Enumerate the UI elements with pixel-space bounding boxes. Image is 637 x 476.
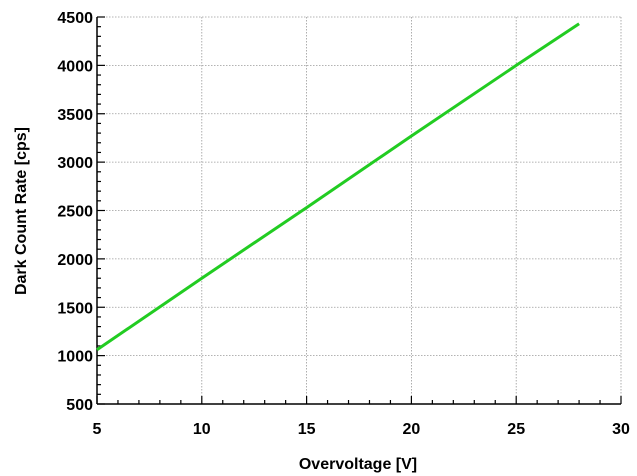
y-tick-label: 3000 <box>57 155 93 172</box>
x-tick-label: 10 <box>193 421 211 438</box>
y-tick-label: 2500 <box>57 204 93 221</box>
y-tick-label: 4500 <box>57 10 93 27</box>
y-tick-label: 3500 <box>57 107 93 124</box>
x-tick-label: 25 <box>507 421 525 438</box>
y-tick-label: 4000 <box>57 58 93 75</box>
x-tick-label: 30 <box>612 421 630 438</box>
y-tick-label: 1500 <box>57 300 93 317</box>
x-tick-label: 15 <box>298 421 316 438</box>
x-tick-label: 5 <box>93 421 102 438</box>
y-tick-label: 1000 <box>57 349 93 366</box>
y-tick-label: 500 <box>66 397 93 414</box>
y-axis-label: Dark Count Rate [cps] <box>13 127 30 295</box>
series-line <box>96 22 580 352</box>
series-layer <box>96 22 580 352</box>
tick-labels: 5 10 15 20 25 30 500 1000 1500 2000 2500 3000 3500 40… <box>57 10 630 438</box>
grid <box>97 16 622 404</box>
x-axis-label: Overvoltage [V] <box>299 456 417 473</box>
ticks <box>96 16 622 405</box>
y-tick-label: 2000 <box>57 252 93 269</box>
x-tick-label: 20 <box>403 421 421 438</box>
